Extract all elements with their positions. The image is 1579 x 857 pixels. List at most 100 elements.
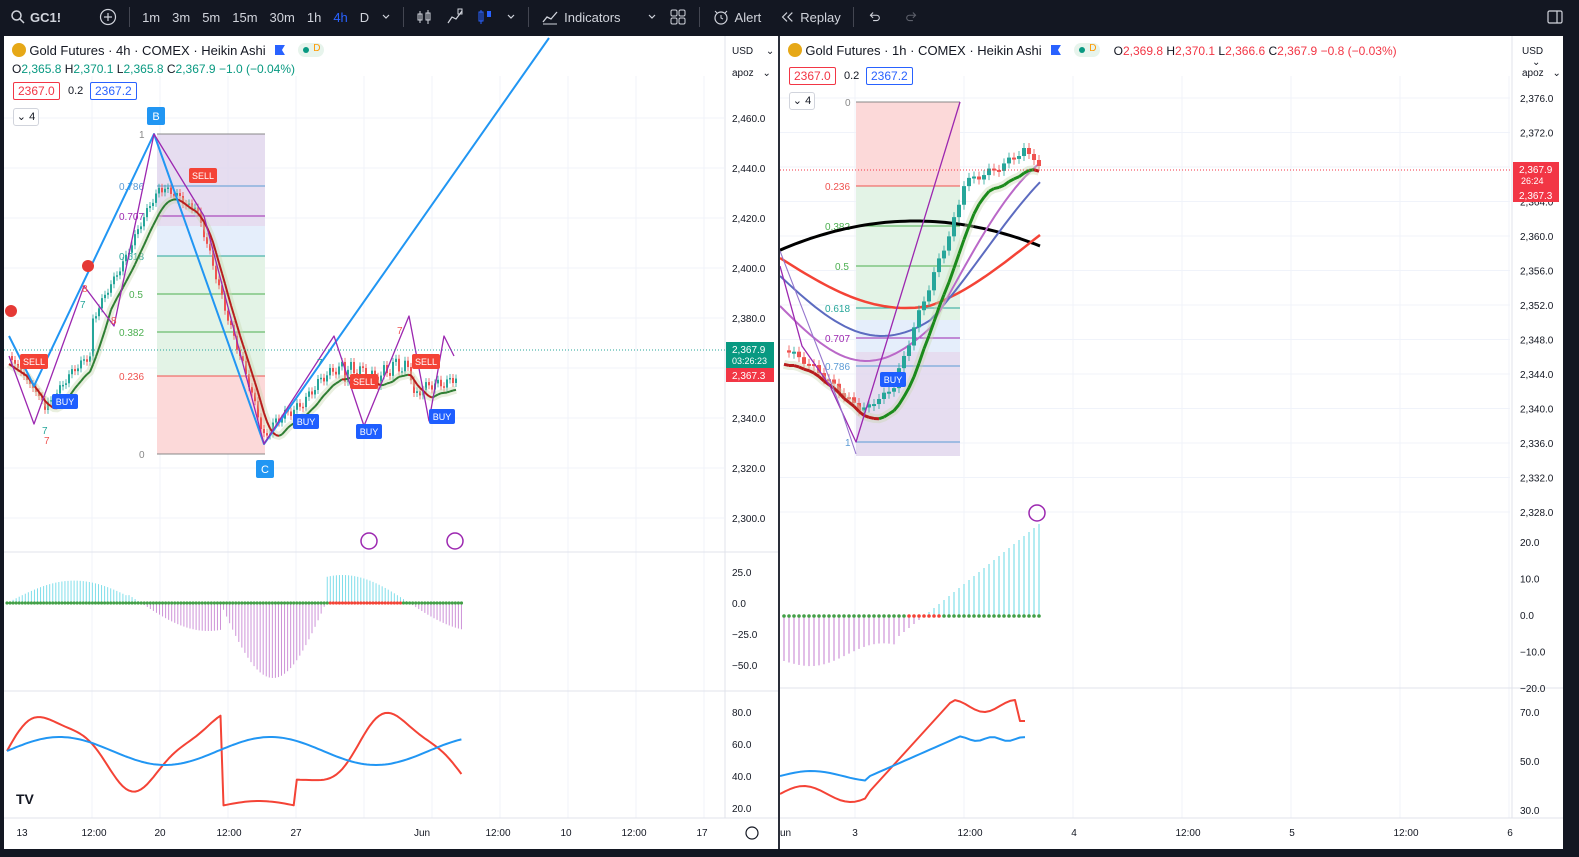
time-axis-label: Jun: [414, 828, 430, 839]
interval-d-button[interactable]: D: [359, 9, 370, 25]
sell-signal[interactable]: [350, 374, 378, 389]
left-legend: Gold Futures · 4h · COMEX · Heikin Ashi …: [12, 43, 325, 58]
interval-4h-button[interactable]: 4h: [333, 9, 348, 25]
right-chart-panel[interactable]: 2,376.02,372.02,368.02,364.02,360.02,356…: [780, 36, 1563, 849]
time-axis-label: Jun: [780, 828, 791, 839]
currency-select[interactable]: USD ⌄: [732, 46, 775, 57]
osc-dot: [96, 601, 101, 605]
sell-signal[interactable]: [412, 354, 440, 369]
osc-dot: [66, 601, 70, 605]
last-price-tag: [726, 342, 774, 368]
bid-price-button[interactable]: 2367.0: [789, 67, 836, 85]
candle-body: [305, 396, 307, 408]
ma-segment: [197, 212, 202, 218]
interval-1h-button[interactable]: 1h: [306, 9, 322, 25]
candle-body: [902, 355, 906, 369]
alert-button[interactable]: Alert: [706, 0, 768, 34]
right-chart-title[interactable]: Gold Futures · 1h · COMEX · Heikin Ashi: [805, 43, 1042, 58]
indicators-collapse-button[interactable]: ⌄ 4: [13, 108, 39, 126]
osc-dot: [38, 601, 43, 605]
line-style-button[interactable]: [440, 0, 470, 34]
ma-segment: [185, 203, 190, 208]
redo-button[interactable]: [898, 0, 926, 34]
fib-zone: [856, 352, 960, 456]
interval-dropdown[interactable]: [375, 0, 397, 34]
chevron-down-icon: [648, 14, 655, 19]
interval-15m-button[interactable]: 15m: [232, 9, 258, 25]
bid-price-button[interactable]: 2367.0: [13, 82, 60, 100]
candle-body: [113, 276, 115, 285]
currency-select[interactable]: USD ⌄: [1522, 46, 1544, 68]
ma-segment: [263, 412, 268, 423]
buy-signal[interactable]: [880, 372, 906, 387]
osc-dot: [209, 601, 213, 605]
buy-signal[interactable]: [429, 409, 455, 424]
panel-divider[interactable]: [778, 36, 780, 849]
sell-signal-label: SELL: [23, 357, 45, 367]
osc-dot: [404, 601, 409, 605]
buy-signal[interactable]: [293, 414, 319, 429]
price-axis-label: 2,344.0: [1520, 370, 1554, 381]
interval-5m-button[interactable]: 5m: [202, 9, 221, 25]
osc-dot: [782, 614, 786, 618]
chart-type-dropdown[interactable]: [500, 0, 522, 34]
interval-1m-button[interactable]: 1m: [142, 9, 161, 25]
left-chart-canvas[interactable]: 2,460.02,440.02,420.02,400.02,380.02,360…: [4, 36, 778, 849]
buy-signal[interactable]: [52, 394, 78, 409]
ma-segment: [383, 382, 388, 386]
ma-segment: [314, 402, 319, 408]
buy-signal[interactable]: [356, 424, 382, 439]
forward-icon[interactable]: [360, 532, 378, 550]
sell-signal[interactable]: [189, 168, 217, 183]
replay-button[interactable]: Replay: [773, 0, 846, 34]
ma-segment: [278, 433, 283, 437]
symbol-search[interactable]: GC1!: [0, 0, 67, 34]
candle-body: [251, 387, 253, 393]
undo-button[interactable]: [860, 0, 888, 34]
indicators-dropdown[interactable]: [641, 0, 663, 34]
left-chart-title[interactable]: Gold Futures · 4h · COMEX · Heikin Ashi: [29, 43, 266, 58]
ma-segment: [982, 190, 991, 199]
compare-button[interactable]: [93, 0, 123, 34]
right-chart-canvas[interactable]: 2,376.02,372.02,368.02,364.02,360.02,356…: [780, 36, 1563, 849]
indicators-collapse-button[interactable]: ⌄ 4: [789, 92, 815, 110]
chevron-down-icon: ⌄: [16, 111, 27, 123]
ma-segment: [110, 303, 115, 311]
interval-3m-button[interactable]: 3m: [172, 9, 191, 25]
scale-mode-select[interactable]: apoz ⌄: [1522, 68, 1561, 79]
layout-button[interactable]: [663, 0, 693, 34]
interval-30m-button[interactable]: 30m: [269, 9, 295, 25]
point-b-marker[interactable]: [147, 107, 165, 125]
indicators-button[interactable]: Indicators: [535, 0, 626, 34]
candle-body: [302, 406, 304, 409]
bars-style-button[interactable]: [410, 0, 440, 34]
lightning-icon[interactable]: [1028, 504, 1046, 522]
osc-dot: [897, 614, 901, 618]
ma-segment: [311, 405, 316, 411]
candle-body: [407, 360, 409, 368]
ask-price-button[interactable]: 2367.2: [866, 67, 913, 85]
time-axis-label: 6: [1507, 828, 1513, 839]
fib-level-label: 0.5: [129, 290, 143, 301]
point-c-marker[interactable]: [256, 460, 274, 478]
heikin-ashi-button[interactable]: [470, 0, 500, 34]
settings-gear-icon[interactable]: [745, 826, 759, 840]
candle-body: [1022, 148, 1026, 157]
scale-mode-select[interactable]: apoz ⌄: [732, 68, 771, 79]
chevron-down-icon: [382, 14, 390, 19]
osc-dot: [907, 614, 911, 618]
layout-toggle-button[interactable]: [1540, 0, 1570, 34]
candle-body: [837, 383, 841, 394]
ma-segment: [86, 371, 91, 376]
osc-dot: [937, 614, 941, 618]
ma-segment: [813, 371, 820, 378]
osc-dot: [17, 601, 21, 605]
sell-signal[interactable]: [20, 354, 48, 369]
osc-dot: [84, 601, 88, 605]
ask-price-button[interactable]: 2367.2: [90, 82, 137, 100]
left-chart-panel[interactable]: 2,460.02,440.02,420.02,400.02,380.02,360…: [4, 36, 778, 849]
osc-axis-label: 0.0: [1520, 611, 1534, 622]
last-price-tag: [1513, 162, 1559, 188]
candle-body: [59, 385, 61, 394]
lightning-icon[interactable]: [446, 532, 464, 550]
